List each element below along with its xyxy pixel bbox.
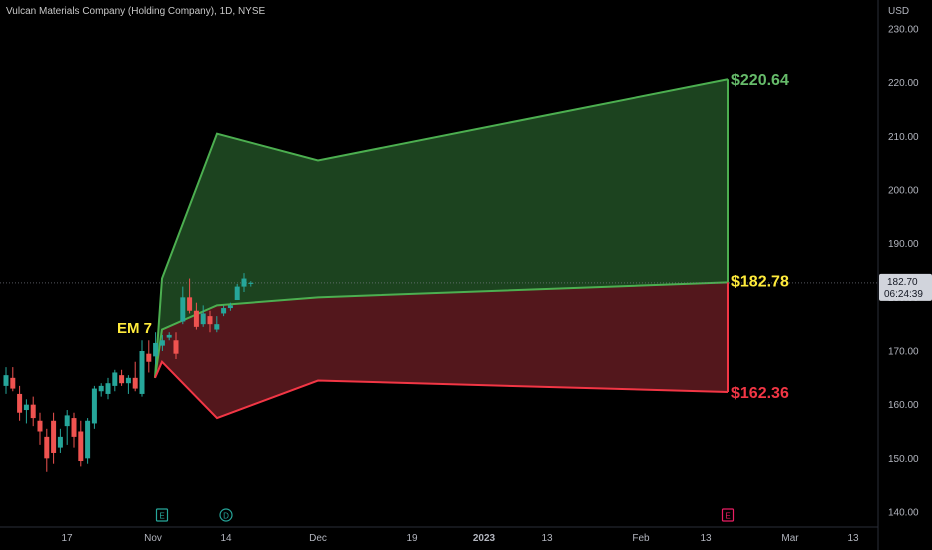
- y-tick-label: 230.00: [888, 25, 919, 36]
- event-marker-letter: D: [223, 512, 229, 521]
- x-tick-label: Dec: [309, 533, 327, 544]
- candle-body: [146, 353, 152, 362]
- candle-body: [3, 375, 9, 386]
- candle-body: [51, 420, 57, 453]
- currency-label: USD: [888, 6, 909, 17]
- candle-body: [227, 305, 233, 309]
- price-badge[interactable]: [879, 273, 932, 301]
- candle-body: [37, 420, 43, 432]
- candle-body: [98, 385, 104, 392]
- x-tick-label: 17: [61, 533, 73, 544]
- chart-title: Vulcan Materials Company (Holding Compan…: [6, 6, 266, 17]
- x-tick-label: 13: [700, 533, 712, 544]
- mid-value-label: $182.78: [731, 273, 789, 290]
- y-tick-label: 160.00: [888, 400, 919, 411]
- candle-body: [153, 342, 159, 357]
- price-badge-value: 182.70: [887, 277, 918, 288]
- candle-body: [23, 404, 29, 411]
- candle-body: [112, 372, 118, 386]
- candle-body: [234, 286, 240, 301]
- candle-body: [214, 324, 220, 330]
- price-badge-countdown: 06:24:39: [884, 289, 923, 300]
- upper-range-area: [155, 79, 728, 378]
- y-tick-label: 140.00: [888, 508, 919, 519]
- upper-range-line: [154, 78, 729, 378]
- candle-body: [207, 316, 213, 325]
- candle-body: [200, 313, 206, 325]
- candle-body: [30, 404, 36, 419]
- lower-range-line: [154, 359, 729, 420]
- candle-body: [221, 308, 227, 314]
- x-tick-label: 13: [541, 533, 553, 544]
- candle-body: [139, 351, 145, 394]
- x-tick-label: 13: [847, 533, 859, 544]
- dividend-marker-icon[interactable]: [219, 508, 233, 522]
- x-tick-label: 19: [406, 533, 418, 544]
- candle-body: [105, 383, 111, 394]
- candle-body: [71, 418, 77, 437]
- x-tick-label: Nov: [144, 533, 162, 544]
- x-tick-label: 14: [220, 533, 232, 544]
- x-tick-label: Mar: [781, 533, 799, 544]
- x-tick-label: Feb: [632, 533, 650, 544]
- lower-range-area: [155, 282, 728, 419]
- candle-body: [17, 393, 23, 413]
- candle-body: [64, 415, 70, 427]
- candle-body: [132, 377, 138, 389]
- lower-value-label: $162.36: [731, 385, 789, 402]
- candle-body: [241, 278, 247, 287]
- candle-body: [78, 431, 84, 462]
- candle-body: [57, 436, 63, 448]
- upper-value-label: $220.64: [731, 72, 789, 89]
- candle-body: [91, 388, 97, 424]
- mid-range-line: [154, 281, 729, 378]
- y-tick-label: 150.00: [888, 454, 919, 465]
- y-tick-label: 210.00: [888, 132, 919, 143]
- candle-body: [44, 436, 50, 459]
- y-tick-label: 190.00: [888, 239, 919, 250]
- candle-body: [119, 375, 125, 384]
- candle-body: [173, 340, 179, 354]
- event-marker-letter: E: [159, 512, 164, 521]
- candle-body: [125, 377, 131, 384]
- candle-body: [85, 420, 91, 459]
- candle-body: [187, 297, 193, 311]
- em-label: EM 7: [117, 320, 152, 337]
- candle-body: [180, 297, 186, 322]
- earnings-marker-icon[interactable]: [155, 508, 169, 522]
- candle-body: [159, 340, 165, 346]
- candle-body: [10, 377, 16, 389]
- event-marker-letter: E: [725, 512, 730, 521]
- candle-body: [193, 310, 199, 327]
- earnings-marker-icon[interactable]: [721, 508, 735, 522]
- candle-body: [248, 282, 254, 284]
- candle-body: [166, 334, 172, 338]
- y-tick-label: 220.00: [888, 78, 919, 89]
- y-tick-label: 200.00: [888, 186, 919, 197]
- x-tick-label: 2023: [473, 533, 496, 544]
- y-tick-label: 170.00: [888, 347, 919, 358]
